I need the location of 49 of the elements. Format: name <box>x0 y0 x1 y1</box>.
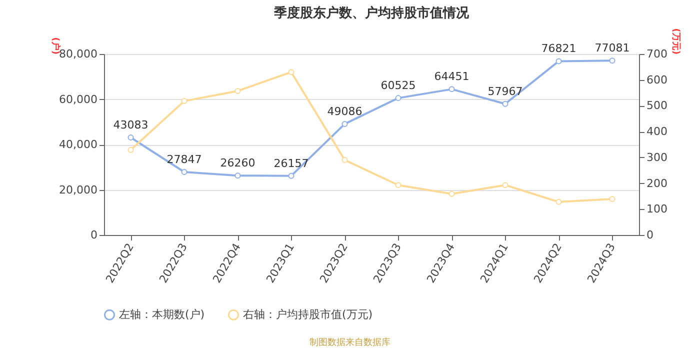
data-label: 57967 <box>488 84 523 98</box>
y-tick-label: 40,000 <box>59 138 98 151</box>
point <box>342 120 348 127</box>
y2-tick-label: 400 <box>646 125 668 138</box>
y2-tick-label: 500 <box>646 99 668 112</box>
data-label: 76821 <box>541 42 576 56</box>
point <box>556 198 562 205</box>
data-label: 49086 <box>327 104 362 118</box>
point <box>502 182 508 188</box>
y-tick-label: 60,000 <box>59 92 98 106</box>
data-label: 60525 <box>380 79 416 92</box>
y-tick-label: 80,000 <box>59 48 98 60</box>
y2-tick-label: 0 <box>646 228 654 242</box>
data-label: 77081 <box>594 42 630 55</box>
point <box>128 134 134 141</box>
y2-axis-title: (万元) <box>670 28 682 54</box>
y-tick-label: 20,000 <box>59 183 98 196</box>
point <box>395 182 402 188</box>
legend-label: 右轴：户均持股市值(万元) <box>243 308 373 321</box>
point <box>288 69 294 76</box>
point <box>288 172 294 179</box>
legend-label: 左轴：本期数(户) <box>119 308 205 321</box>
point <box>609 58 616 64</box>
chart-title: 季度股东户数、户均持股市值情况 <box>273 4 470 21</box>
y2-tick-label: 200 <box>646 176 668 190</box>
y-axis-title: (户) <box>50 37 62 54</box>
point <box>128 146 134 153</box>
data-label: 26157 <box>274 156 309 170</box>
y2-tick-label: 600 <box>646 73 668 86</box>
point <box>234 172 241 179</box>
point <box>609 196 616 202</box>
point <box>234 88 241 94</box>
y-tick-label: 0 <box>90 228 98 242</box>
data-label: 64451 <box>434 70 470 84</box>
point <box>395 95 402 102</box>
point <box>448 86 455 92</box>
point <box>448 190 455 197</box>
y2-tick-label: 700 <box>646 48 668 60</box>
text: 制图数据来自数据库 <box>308 336 392 349</box>
data-label: 27847 <box>166 152 202 166</box>
y2-tick-label: 100 <box>646 202 668 216</box>
point <box>342 157 348 164</box>
point <box>181 98 188 104</box>
point <box>556 58 562 64</box>
data-label: 43083 <box>113 118 148 132</box>
y2-tick-label: 300 <box>646 150 668 164</box>
point <box>502 100 508 107</box>
data-label: 26260 <box>220 156 256 170</box>
point <box>181 169 188 175</box>
